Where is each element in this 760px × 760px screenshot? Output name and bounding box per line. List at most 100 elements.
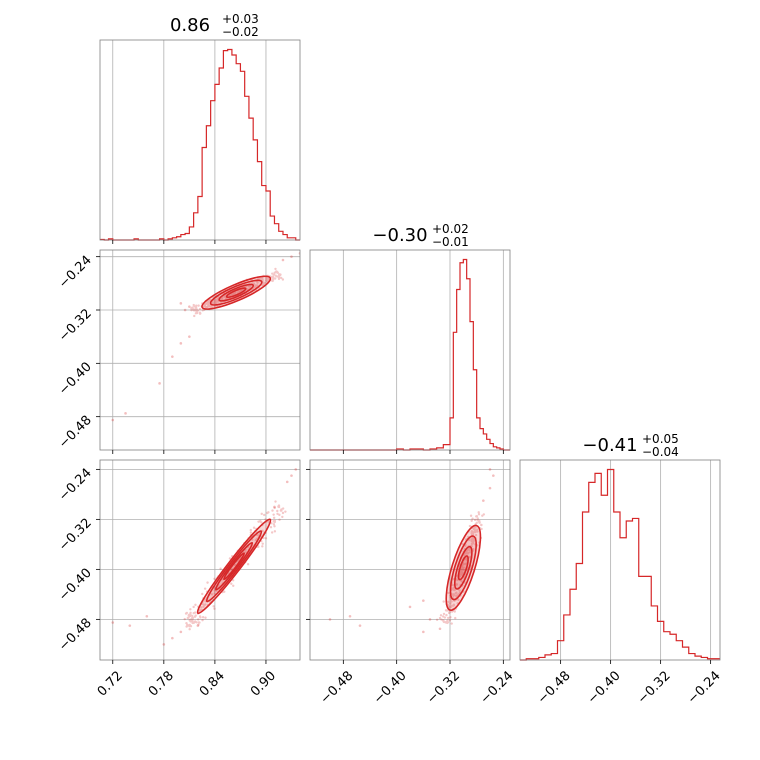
sample-point — [247, 284, 251, 288]
outlier-point — [145, 614, 149, 618]
sample-point — [195, 309, 199, 313]
sample-point — [452, 593, 456, 597]
sample-point — [260, 521, 263, 524]
sample-point — [203, 587, 207, 590]
sample-point — [468, 549, 472, 552]
sample-point — [256, 281, 259, 284]
outlier-point — [488, 468, 492, 471]
sample-point — [435, 618, 439, 622]
sample-point — [220, 298, 223, 301]
sample-point — [194, 308, 197, 311]
sample-point — [273, 520, 276, 524]
panel-frame — [309, 459, 511, 661]
outlier-point — [183, 308, 187, 312]
sample-point — [442, 620, 446, 624]
sample-point — [273, 525, 276, 528]
sample-point — [270, 531, 274, 534]
sample-point — [195, 311, 199, 315]
sample-point — [186, 616, 190, 620]
sample-point — [280, 509, 283, 512]
sample-point — [246, 563, 250, 566]
sample-point — [447, 591, 450, 595]
sample-point — [213, 305, 216, 308]
outlier-point — [422, 630, 425, 634]
x-tick-label: −0.40 — [371, 668, 410, 707]
sample-point — [470, 532, 473, 535]
sample-point — [274, 274, 277, 277]
sample-point — [449, 602, 452, 605]
hist-panel-p2: −0.48 −0.40 −0.32 −0.24 −0.41 +0.05−0.04 — [519, 432, 724, 707]
sample-point — [266, 278, 270, 281]
sample-point — [475, 515, 478, 518]
density-contour — [209, 279, 263, 306]
sample-point — [254, 538, 258, 542]
sample-point — [193, 615, 197, 618]
sample-point — [470, 529, 474, 533]
sample-point — [216, 300, 219, 303]
sample-point — [276, 275, 279, 278]
sample-point — [198, 615, 202, 618]
outlier-point — [196, 624, 200, 627]
outlier-point — [171, 636, 174, 640]
sample-point — [201, 309, 204, 312]
x-tick-label: −0.32 — [424, 668, 463, 707]
sample-point — [277, 504, 281, 508]
sample-point — [278, 273, 281, 276]
sample-point — [447, 611, 451, 615]
sample-point — [271, 509, 274, 512]
sample-point — [191, 308, 195, 311]
sample-point — [265, 278, 268, 281]
sample-point — [461, 566, 464, 569]
sample-point — [274, 277, 277, 280]
sample-point — [240, 289, 243, 292]
sample-point — [276, 509, 279, 513]
sample-point — [272, 273, 276, 276]
sample-point — [270, 276, 274, 279]
sample-point — [273, 506, 276, 510]
sample-point — [189, 618, 192, 621]
outlier-point — [488, 486, 492, 490]
sample-point — [476, 528, 479, 531]
sample-point — [455, 594, 459, 597]
sample-point — [259, 277, 263, 281]
sample-point — [190, 308, 193, 312]
sample-point — [200, 606, 203, 609]
sample-point — [193, 314, 196, 318]
sample-point — [468, 524, 472, 528]
sample-point — [478, 519, 481, 523]
sample-point — [465, 552, 468, 555]
sample-point — [219, 567, 222, 570]
sample-point — [474, 526, 477, 529]
sample-point — [257, 545, 260, 548]
sample-point — [265, 279, 268, 282]
sample-point — [272, 523, 276, 526]
panel-frame — [99, 39, 301, 241]
sample-point — [249, 531, 253, 534]
sample-point — [446, 619, 449, 622]
outlier-point — [294, 468, 298, 471]
sample-point — [450, 600, 453, 603]
sample-point — [189, 620, 192, 623]
sample-point — [204, 603, 207, 606]
y-tick-label: −0.32 — [56, 516, 95, 555]
sample-point — [244, 551, 248, 554]
sample-point — [263, 281, 266, 285]
sample-point — [196, 309, 199, 312]
sample-point — [198, 621, 201, 624]
panel-title: −0.41 — [582, 435, 637, 456]
sample-point — [185, 625, 188, 628]
sample-point — [197, 623, 200, 626]
title-upper-error: +0.05 — [642, 432, 679, 446]
sample-point — [206, 581, 209, 584]
sample-point — [232, 292, 235, 296]
outlier-point — [179, 630, 183, 634]
sample-point — [460, 573, 464, 577]
sample-point — [220, 297, 223, 301]
sample-point — [189, 614, 193, 617]
sample-point — [472, 540, 475, 543]
sample-point — [281, 278, 285, 281]
sample-point — [206, 305, 209, 309]
sample-point — [278, 513, 281, 517]
sample-point — [450, 622, 453, 625]
sample-point — [449, 605, 453, 609]
